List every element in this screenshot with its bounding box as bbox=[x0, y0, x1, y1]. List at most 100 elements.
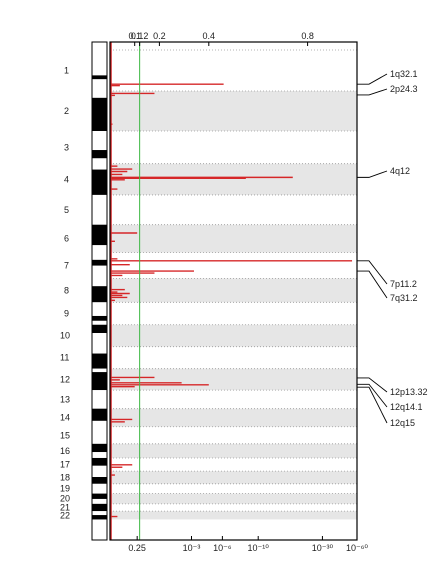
annotation-leader-0 bbox=[357, 73, 388, 85]
plot-frame bbox=[109, 41, 358, 541]
ideogram-band-0 bbox=[92, 50, 107, 58]
annotation-label-0: 1q32.1 bbox=[390, 69, 418, 79]
chromosome-shade-16 bbox=[110, 443, 357, 458]
chromosome-label-15: 15 bbox=[60, 430, 70, 440]
chromosome-label-3: 3 bbox=[64, 142, 69, 152]
chromosome-boundaries bbox=[110, 49, 357, 512]
chromosome-label-7: 7 bbox=[64, 260, 69, 270]
ideogram-band-25 bbox=[92, 353, 107, 369]
chromosome-label-20: 20 bbox=[60, 494, 70, 504]
top-axis: 0.10.12 0.2 0.4 0.8 bbox=[128, 31, 314, 46]
top-tick-label-1: 0.12 bbox=[131, 31, 149, 41]
ideogram-band-11 bbox=[92, 194, 107, 225]
ideogram-band-32 bbox=[92, 426, 107, 436]
ideogram-band-34 bbox=[92, 443, 107, 453]
chromosome-shade-14 bbox=[110, 408, 357, 427]
bottom-tick-label-4: 10⁻³⁰ bbox=[312, 543, 334, 553]
ideogram-band-29 bbox=[92, 400, 107, 409]
ideogram-band-7 bbox=[92, 150, 107, 159]
chromosome-shade-8 bbox=[110, 278, 357, 303]
ideogram-band-4 bbox=[92, 90, 107, 98]
chromosome-label-18: 18 bbox=[60, 472, 70, 482]
ideogram-band-42 bbox=[92, 498, 107, 504]
ideogram-band-3 bbox=[92, 79, 107, 91]
annotation-leader-1 bbox=[357, 88, 388, 96]
chromosome-label-6: 6 bbox=[64, 234, 69, 244]
ideogram-band-41 bbox=[92, 493, 107, 499]
locus-annotations: 1q32.1 2p24.3 4q12 7p11.2 7q31.2 12p13.32 12q1… bbox=[357, 69, 428, 428]
annotation-label-5: 12p13.32 bbox=[390, 387, 428, 397]
ideogram-band-19 bbox=[92, 302, 107, 316]
chromosome-shading bbox=[110, 90, 357, 520]
chromosome-label-14: 14 bbox=[60, 413, 70, 423]
ideogram-band-13 bbox=[92, 245, 107, 253]
ideogram-band-14 bbox=[92, 252, 107, 260]
top-tick-label-2: 0.2 bbox=[153, 31, 166, 41]
top-tick-label-4: 0.8 bbox=[301, 31, 314, 41]
chromosome-label-11: 11 bbox=[60, 353, 69, 363]
top-tick-label-0: 0.1 bbox=[128, 31, 141, 41]
annotation-leader-5 bbox=[357, 377, 388, 393]
chromosome-label-17: 17 bbox=[60, 460, 70, 470]
top-tick-label-3: 0.4 bbox=[203, 31, 216, 41]
ideogram-band-33 bbox=[92, 435, 107, 444]
ideogram-band-20 bbox=[92, 315, 107, 321]
ideogram-band-45 bbox=[92, 515, 107, 520]
ideogram-band-39 bbox=[92, 477, 107, 484]
annotation-label-3: 7p11.2 bbox=[390, 279, 417, 289]
ideogram-band-6 bbox=[92, 131, 107, 151]
chromosome-label-9: 9 bbox=[64, 309, 69, 319]
annotation-label-1: 2p24.3 bbox=[390, 84, 418, 94]
ideogram-band-9 bbox=[92, 163, 107, 170]
chromosome-ideogram bbox=[91, 41, 108, 541]
chromosome-shade-2 bbox=[110, 90, 357, 132]
annotation-label-6: 12q14.1 bbox=[390, 402, 423, 412]
ideogram-band-17 bbox=[92, 278, 107, 287]
chromosome-label-1: 1 bbox=[64, 65, 69, 75]
chromosome-shade-10 bbox=[110, 324, 357, 347]
ideogram-band-12 bbox=[92, 224, 107, 246]
annotation-leader-2 bbox=[357, 170, 388, 178]
ideogram-band-40 bbox=[92, 483, 107, 494]
bottom-tick-label-2: 10⁻⁶ bbox=[213, 543, 232, 553]
ideogram-band-43 bbox=[92, 503, 107, 512]
ideogram-band-22 bbox=[92, 324, 107, 334]
bottom-axis: 0.25 10⁻³ 10⁻⁶ 10⁻¹⁰ 10⁻³⁰ 10⁻⁶⁰ bbox=[128, 536, 368, 553]
chromosome-shade-12 bbox=[110, 368, 357, 391]
annotation-leader-3 bbox=[357, 260, 388, 285]
chromosome-shade-20 bbox=[110, 493, 357, 504]
chromosome-shade-4 bbox=[110, 163, 357, 195]
annotation-leader-6 bbox=[357, 383, 388, 408]
chromosome-label-22: 22 bbox=[60, 510, 70, 520]
ideogram-frame bbox=[91, 41, 108, 541]
ideogram-band-24 bbox=[92, 346, 107, 354]
chromosome-label-10: 10 bbox=[60, 331, 70, 341]
ideogram-band-38 bbox=[92, 471, 107, 477]
ideogram-band-35 bbox=[92, 452, 107, 458]
annotation-label-4: 7q31.2 bbox=[390, 293, 418, 303]
ideogram-band-37 bbox=[92, 465, 107, 472]
chromosome-label-2: 2 bbox=[64, 106, 69, 116]
chromosome-label-4: 4 bbox=[64, 174, 69, 184]
ideogram-band-28 bbox=[92, 390, 107, 401]
ideogram-band-2 bbox=[92, 75, 107, 80]
ideogram-band-44 bbox=[92, 511, 107, 516]
bottom-tick-label-5: 10⁻⁶⁰ bbox=[346, 543, 368, 553]
ideogram-band-16 bbox=[92, 265, 107, 279]
chromosome-label-12: 12 bbox=[60, 374, 70, 384]
ideogram-band-27 bbox=[92, 372, 107, 391]
bottom-tick-label-0: 0.25 bbox=[128, 543, 146, 553]
chromosome-label-13: 13 bbox=[60, 394, 70, 404]
bottom-tick-label-1: 10⁻³ bbox=[183, 543, 201, 553]
chromosome-label-19: 19 bbox=[60, 484, 70, 494]
ideogram-band-5 bbox=[92, 97, 107, 132]
annotation-label-7: 12q15 bbox=[390, 418, 415, 428]
annotation-label-2: 4q12 bbox=[390, 166, 410, 176]
ideogram-band-21 bbox=[92, 320, 107, 325]
chromosome-shade-6 bbox=[110, 224, 357, 253]
annotation-leader-4 bbox=[357, 270, 388, 299]
ideogram-band-8 bbox=[92, 158, 107, 164]
ideogram-band-36 bbox=[92, 457, 107, 466]
